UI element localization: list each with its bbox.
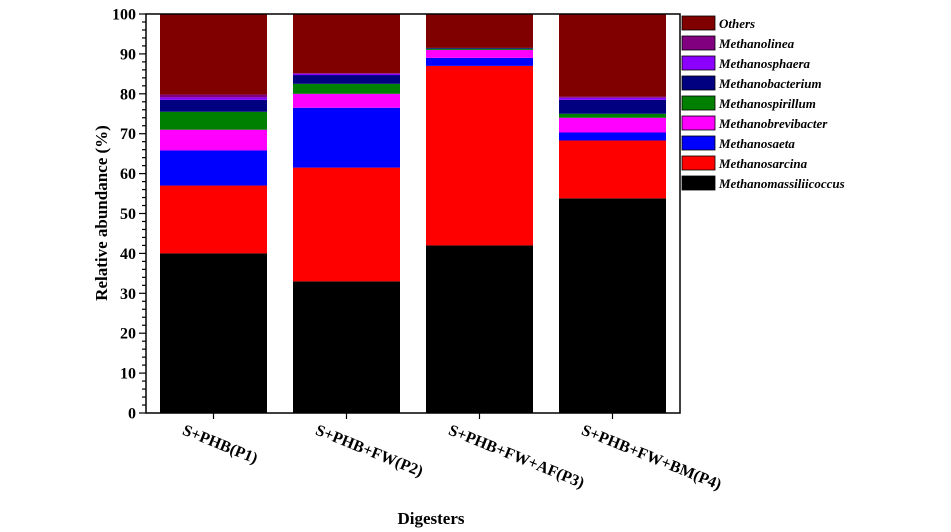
bar-segment-s-phb-fw-p2-methanolinea [293, 73, 400, 74]
bar-segment-s-phb-fw-bm-p4-methanosaeta [559, 132, 666, 141]
bar-segment-s-phb-fw-p2-methanospirillum [293, 83, 400, 94]
legend-swatch-methanolinea [681, 35, 716, 51]
y-tick-label: 80 [120, 86, 136, 103]
bar-segment-s-phb-fw-af-p3-methanospirillum [426, 48, 533, 50]
bar-segment-s-phb-fw-p2-methanosaeta [293, 107, 400, 168]
legend-label-methanolinea: Methanolinea [718, 36, 795, 51]
y-axis-title: Relative abundance (%) [92, 125, 111, 301]
bar-segment-s-phb-p1-methanosarcina [160, 185, 267, 254]
bar-segment-s-phb-p1-methanosaeta [160, 150, 267, 186]
bar-segment-s-phb-fw-bm-p4-others [559, 14, 666, 97]
legend-swatch-methanobrevibacter [681, 115, 716, 131]
bar-segment-s-phb-fw-bm-p4-methanobrevibacter [559, 117, 666, 133]
bar-segment-s-phb-fw-p2-others [293, 14, 400, 74]
y-tick-label: 30 [120, 286, 136, 303]
legend-label-methanomassiliicoccus: Methanomassiliicoccus [718, 176, 845, 191]
legend-label-others: Others [719, 16, 755, 31]
y-tick-label: 40 [120, 246, 136, 263]
bar-segment-s-phb-fw-p2-methanobacterium [293, 75, 400, 84]
y-tick-label: 10 [120, 366, 136, 383]
bar-segment-s-phb-fw-bm-p4-methanolinea [559, 96, 666, 98]
legend-swatch-others [681, 15, 716, 31]
y-tick-label: 100 [112, 7, 136, 24]
bar-segment-s-phb-p1-methanomassiliicoccus [160, 253, 267, 413]
y-tick-label: 90 [120, 46, 136, 63]
y-tick-label: 0 [128, 406, 136, 423]
bar-segment-s-phb-p1-methanobacterium [160, 99, 267, 112]
y-tick-label: 20 [120, 326, 136, 343]
bar-segment-s-phb-p1-methanosphaera [160, 97, 267, 100]
bar-segment-s-phb-fw-p2-methanomassiliicoccus [293, 281, 400, 413]
bar-segment-s-phb-fw-af-p3-methanomassiliicoccus [426, 245, 533, 413]
bar-segment-s-phb-fw-af-p3-methanobacterium [426, 47, 533, 49]
legend-label-methanosaeta: Methanosaeta [718, 136, 795, 151]
legend-swatch-methanosphaera [681, 55, 716, 71]
axes-layer [139, 13, 681, 419]
legend-label-methanobrevibacter: Methanobrevibacter [718, 116, 828, 131]
y-tick-label: 70 [120, 126, 136, 143]
y-tick-label: 60 [120, 166, 136, 183]
bar-segment-s-phb-fw-af-p3-others [426, 14, 533, 48]
legend-label-methanobacterium: Methanobacterium [718, 76, 822, 91]
bars-layer [160, 14, 666, 413]
legend-label-methanosarcina: Methanosarcina [718, 156, 808, 171]
bar-segment-s-phb-fw-bm-p4-methanomassiliicoccus [559, 198, 666, 413]
bar-segment-s-phb-fw-af-p3-methanosarcina [426, 65, 533, 246]
bar-segment-s-phb-fw-bm-p4-methanosphaera [559, 97, 666, 100]
bar-segment-s-phb-p1-methanospirillum [160, 111, 267, 130]
bar-segment-s-phb-fw-p2-methanosphaera [293, 73, 400, 76]
bar-segment-s-phb-fw-p2-methanosarcina [293, 167, 400, 282]
legend-swatch-methanosarcina [681, 155, 716, 171]
legend: Others Methanolinea Methanosphaera Methanob… [681, 15, 845, 191]
legend-swatch-methanosaeta [681, 135, 716, 151]
bar-segment-s-phb-fw-af-p3-methanosaeta [426, 57, 533, 66]
legend-swatch-methanomassiliicoccus [681, 175, 716, 191]
bar-segment-s-phb-fw-bm-p4-methanosarcina [559, 140, 666, 199]
bar-segment-s-phb-p1-methanobrevibacter [160, 129, 267, 151]
y-tick-label: 50 [120, 206, 136, 223]
legend-label-methanosphaera: Methanosphaera [718, 56, 811, 71]
bar-segment-s-phb-fw-bm-p4-methanobacterium [559, 99, 666, 114]
bar-segment-s-phb-p1-methanolinea [160, 94, 267, 98]
legend-swatch-methanobacterium [681, 75, 716, 91]
x-axis-title: Digesters [397, 509, 464, 528]
bar-segment-s-phb-fw-p2-methanobrevibacter [293, 93, 400, 108]
legend-label-methanospirillum: Methanospirillum [718, 96, 816, 111]
legend-swatch-methanospirillum [681, 95, 716, 111]
bar-segment-s-phb-p1-others [160, 14, 267, 95]
bar-segment-s-phb-fw-bm-p4-methanospirillum [559, 113, 666, 118]
bar-segment-s-phb-fw-af-p3-methanobrevibacter [426, 49, 533, 58]
